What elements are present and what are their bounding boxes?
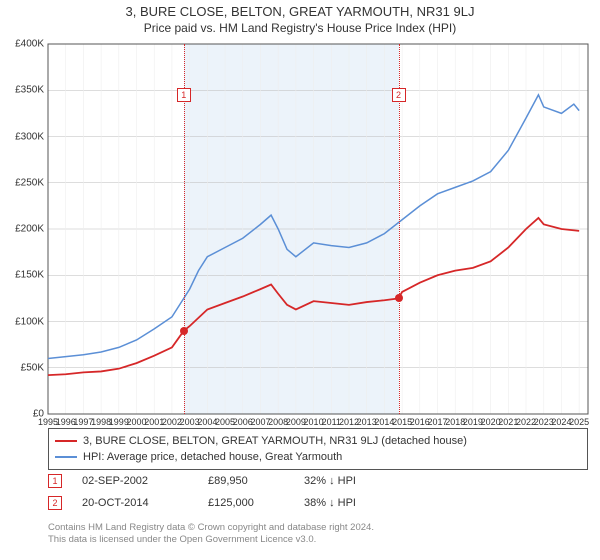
x-tick-label: 2025 [569,417,589,427]
y-tick-label: £200K [15,224,44,235]
legend-row-hpi: HPI: Average price, detached house, Grea… [55,449,581,465]
y-tick-label: £250K [15,177,44,188]
table-row: 1 02-SEP-2002 £89,950 32% ↓ HPI [48,470,588,492]
legend-label-hpi: HPI: Average price, detached house, Grea… [83,449,342,465]
txn-date: 20-OCT-2014 [82,497,192,509]
legend-swatch-property [55,440,77,442]
footer-line2: This data is licensed under the Open Gov… [48,534,588,546]
footer-line1: Contains HM Land Registry data © Crown c… [48,522,588,534]
legend: 3, BURE CLOSE, BELTON, GREAT YARMOUTH, N… [48,428,588,470]
txn-marker-1: 1 [48,474,66,488]
y-tick-label: £300K [15,131,44,142]
txn-price: £125,000 [208,497,288,509]
legend-row-property: 3, BURE CLOSE, BELTON, GREAT YARMOUTH, N… [55,433,581,449]
footer-attribution: Contains HM Land Registry data © Crown c… [48,522,588,546]
txn-price: £89,950 [208,475,288,487]
y-tick-label: £150K [15,270,44,281]
title-line1: 3, BURE CLOSE, BELTON, GREAT YARMOUTH, N… [0,4,600,19]
y-tick-label: £400K [15,39,44,50]
chart-titles: 3, BURE CLOSE, BELTON, GREAT YARMOUTH, N… [0,0,600,35]
chart-plot-area: £0£50K£100K£150K£200K£250K£300K£350K£400… [48,44,588,414]
txn-date: 02-SEP-2002 [82,475,192,487]
txn-delta: 38% ↓ HPI [304,497,414,509]
x-tick-label: 2010 [304,417,324,427]
txn-marker-2: 2 [48,496,66,510]
table-row: 2 20-OCT-2014 £125,000 38% ↓ HPI [48,492,588,514]
title-line2: Price paid vs. HM Land Registry's House … [0,21,600,35]
chart-svg [48,44,588,414]
transaction-marker: 1 [177,88,191,102]
transactions-table: 1 02-SEP-2002 £89,950 32% ↓ HPI 2 20-OCT… [48,470,588,514]
y-tick-label: £350K [15,85,44,96]
transaction-dot [395,294,403,302]
txn-delta: 32% ↓ HPI [304,475,414,487]
legend-swatch-hpi [55,456,77,458]
y-tick-label: £50K [21,362,44,373]
transaction-dot [180,327,188,335]
y-tick-label: £100K [15,316,44,327]
legend-label-property: 3, BURE CLOSE, BELTON, GREAT YARMOUTH, N… [83,433,467,449]
transaction-marker: 2 [392,88,406,102]
